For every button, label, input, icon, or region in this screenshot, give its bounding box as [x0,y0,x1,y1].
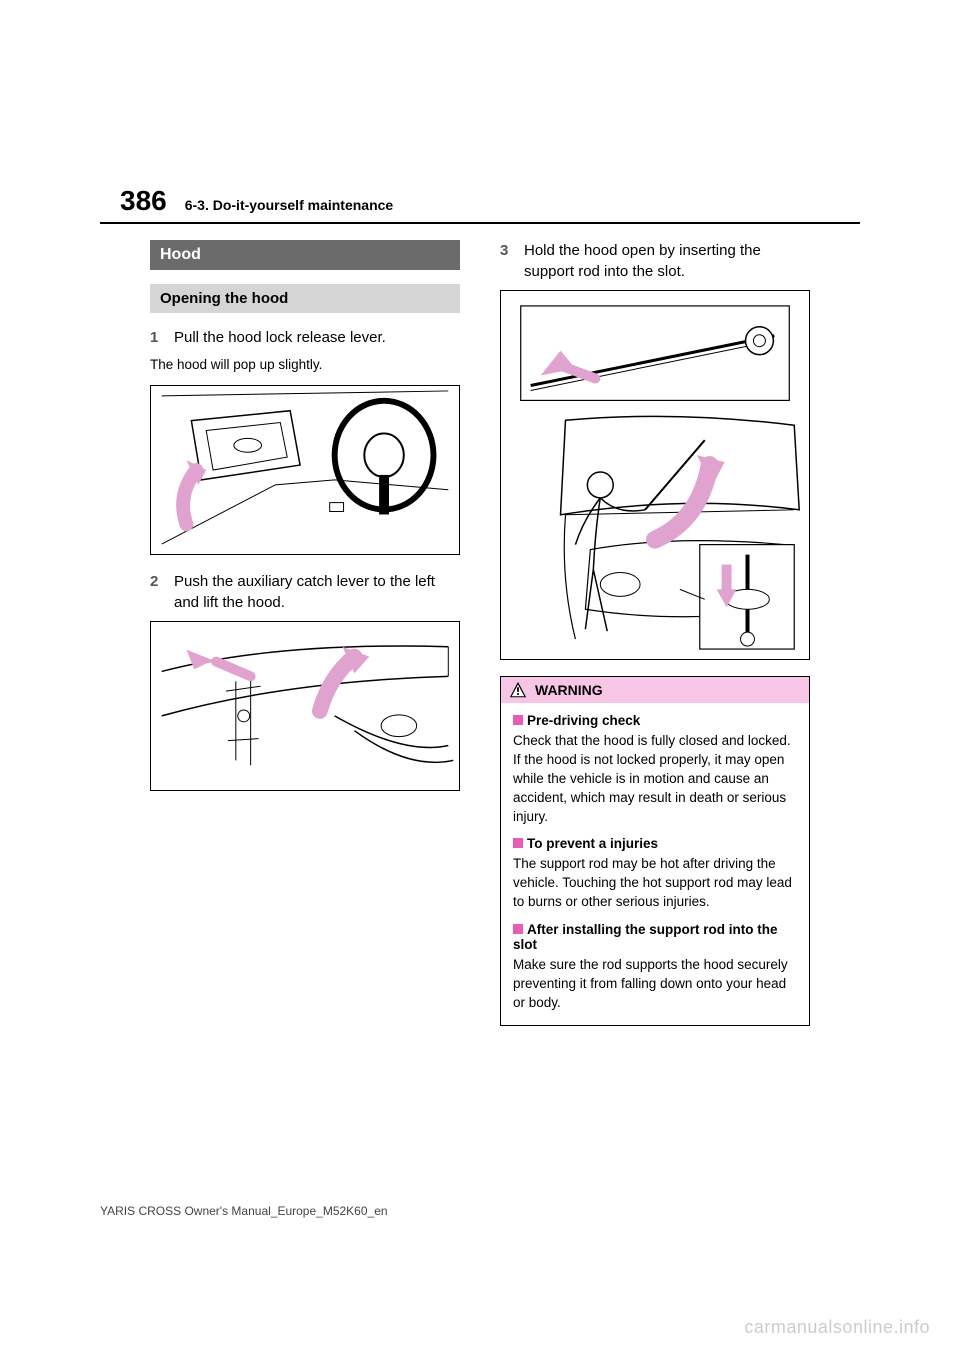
warning-text: The support rod may be hot after driving… [513,855,797,912]
content-columns: Hood Opening the hood 1 Pull the hood lo… [150,240,810,1026]
warning-subheading: Pre-driving check [513,713,797,728]
warning-subheading: After installing the support rod into th… [513,922,797,952]
warning-text: Check that the hood is fully closed and … [513,732,797,826]
warning-text: Make sure the rod supports the hood secu… [513,956,797,1013]
warning-icon [509,681,527,699]
warning-title: WARNING [535,682,603,698]
bullet-square-icon [513,838,523,848]
bullet-square-icon [513,715,523,725]
warning-box: WARNING Pre-driving check Check that the… [500,676,810,1026]
step-number: 1 [150,327,164,348]
figure-auxiliary-catch [150,621,460,791]
left-column: Hood Opening the hood 1 Pull the hood lo… [150,240,460,1026]
watermark: carmanualsonline.info [744,1317,930,1338]
bullet-square-icon [513,924,523,934]
page-number: 386 [120,185,167,217]
header-divider [100,222,860,224]
sub-heading: Opening the hood [150,284,460,313]
footer-text: YARIS CROSS Owner's Manual_Europe_M52K60… [100,1204,388,1218]
topic-heading: Hood [150,240,460,270]
breadcrumb: 6-3. Do-it-yourself maintenance [185,197,394,213]
warning-subheading-text: To prevent a injuries [527,836,658,851]
step-text: Push the auxiliary catch lever to the le… [174,571,460,613]
warning-body: Pre-driving check Check that the hood is… [501,703,809,1025]
page-header: 386 6-3. Do-it-yourself maintenance [120,185,840,217]
figure-support-rod [500,290,810,660]
warning-subheading-text: Pre-driving check [527,713,640,728]
figure-hood-release-lever [150,385,460,555]
step-1: 1 Pull the hood lock release lever. [150,327,460,348]
right-column: 3 Hold the hood open by inserting the su… [500,240,810,1026]
step-number: 3 [500,240,514,282]
warning-subheading-text: After installing the support rod into th… [513,922,778,952]
step-text: Hold the hood open by inserting the supp… [524,240,810,282]
warning-subheading: To prevent a injuries [513,836,797,851]
step-3: 3 Hold the hood open by inserting the su… [500,240,810,282]
step-1-note: The hood will pop up slightly. [150,356,460,375]
warning-header: WARNING [501,677,809,703]
step-text: Pull the hood lock release lever. [174,327,460,348]
manual-page: 386 6-3. Do-it-yourself maintenance Hood… [0,0,960,1358]
step-2: 2 Push the auxiliary catch lever to the … [150,571,460,613]
step-number: 2 [150,571,164,613]
